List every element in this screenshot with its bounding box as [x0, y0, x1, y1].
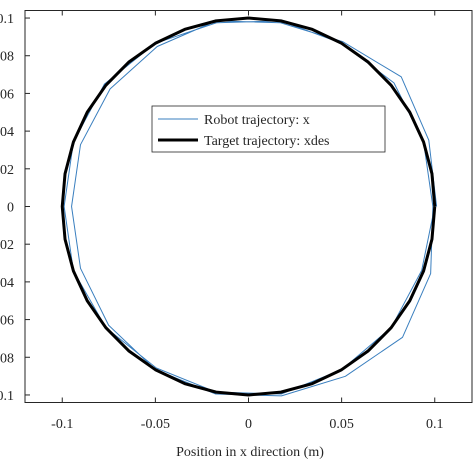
x-tick-label: 0.05: [329, 417, 354, 432]
y-tick-label: -0.1: [0, 389, 14, 404]
plot-frame: [24, 10, 473, 403]
x-tick-label: -0.1: [51, 417, 73, 432]
y-tick-label: 0.1: [0, 12, 14, 27]
y-tick-label: -0.06: [0, 314, 14, 329]
trajectory-line: [63, 20, 438, 397]
x-axis-label: Position in x direction (m): [176, 445, 324, 460]
x-tick-label: 0: [245, 417, 252, 432]
legend: Robot trajectory: x Target trajectory: xd…: [151, 105, 386, 153]
y-tick-label: -0.02: [0, 238, 14, 253]
y-tick-label: -0.04: [0, 276, 14, 291]
y-tick-label: 0.06: [0, 87, 14, 102]
legend-label: Robot trajectory: x: [204, 113, 310, 128]
x-tick-label: -0.05: [141, 417, 170, 432]
y-tick-label: -0.08: [0, 351, 14, 366]
y-tick-label: 0.04: [0, 125, 14, 140]
y-tick-label: 0: [7, 201, 14, 216]
y-tick-label: 0.02: [0, 163, 14, 178]
legend-label: Target trajectory: xdes: [204, 134, 330, 149]
legend-box: [151, 105, 386, 153]
x-tick-label: 0.1: [426, 417, 444, 432]
trajectory-line: [60, 16, 437, 397]
y-tick-label: 0.08: [0, 50, 14, 65]
